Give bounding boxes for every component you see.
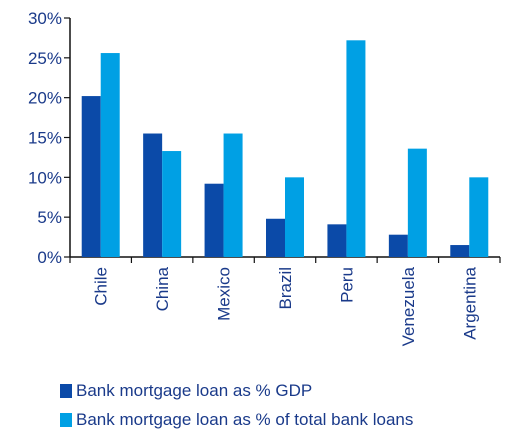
legend-label-total-loans: Bank mortgage loan as % of total bank lo… bbox=[76, 409, 414, 429]
bar-total-loans-peru bbox=[346, 40, 366, 257]
bar-gdp-china bbox=[143, 133, 163, 257]
bar-gdp-peru bbox=[327, 224, 347, 257]
bar-total-loans-chile bbox=[100, 53, 120, 258]
x-tick-label-brazil: Brazil bbox=[276, 267, 295, 310]
x-tick-label-chile: Chile bbox=[92, 267, 111, 306]
bar-gdp-mexico bbox=[204, 183, 224, 257]
legend-swatch-gdp bbox=[60, 383, 72, 398]
bar-gdp-argentina bbox=[450, 245, 470, 257]
x-tick-labels: Chile China Mexico Brazil Peru Venezuela Argen… bbox=[92, 266, 480, 346]
x-tick-label-mexico: Mexico bbox=[215, 267, 234, 321]
bar-total-loans-mexico bbox=[223, 133, 243, 257]
y-tick-label: 15% bbox=[28, 129, 62, 148]
bar-total-loans-brazil bbox=[285, 177, 304, 257]
x-tick-label-china: China bbox=[153, 266, 172, 311]
axes bbox=[64, 17, 501, 263]
bar-total-loans-venezuela bbox=[407, 148, 427, 257]
bar-total-loans-china bbox=[162, 151, 182, 257]
legend-item-gdp: Bank mortgage loan as % GDP bbox=[60, 376, 413, 405]
y-tick-labels: 0% 5% 10% 15% 20% 25% 30% bbox=[28, 9, 62, 267]
x-tick-label-venezuela: Venezuela bbox=[399, 266, 418, 346]
y-tick-label: 25% bbox=[28, 49, 62, 68]
bar-gdp-venezuela bbox=[388, 234, 408, 257]
y-tick-label: 30% bbox=[28, 9, 62, 28]
x-tick-label-peru: Peru bbox=[337, 267, 356, 303]
legend-label-gdp: Bank mortgage loan as % GDP bbox=[76, 380, 313, 400]
y-tick-label: 0% bbox=[37, 248, 62, 267]
bar-total-loans-argentina bbox=[469, 177, 489, 257]
legend-swatch-total-loans bbox=[60, 412, 72, 427]
x-tick-label-argentina: Argentina bbox=[460, 266, 479, 339]
bar-gdp-chile bbox=[81, 96, 101, 257]
bar-gdp-brazil bbox=[266, 218, 285, 257]
y-tick-label: 10% bbox=[28, 168, 62, 187]
legend: Bank mortgage loan as % GDP Bank mortgag… bbox=[60, 376, 413, 434]
legend-item-total-loans: Bank mortgage loan as % of total bank lo… bbox=[60, 405, 413, 434]
y-tick-label: 5% bbox=[37, 208, 62, 227]
bars bbox=[81, 40, 489, 258]
bar-chart: 0% 5% 10% 15% 20% 25% 30% Chile China Mexico Braz… bbox=[28, 9, 501, 346]
y-tick-label: 20% bbox=[28, 89, 62, 108]
